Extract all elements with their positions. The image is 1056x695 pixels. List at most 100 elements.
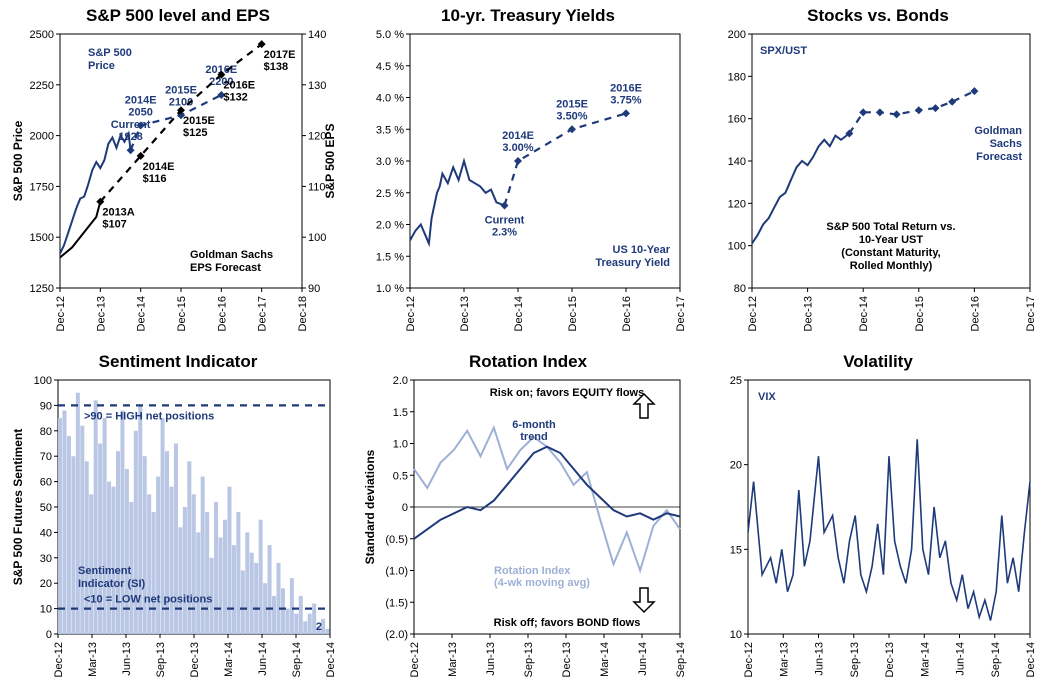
svg-text:Dec-18: Dec-18 [297,296,309,331]
svg-text:S&P 500 Price: S&P 500 Price [11,120,25,201]
svg-text:(2.0): (2.0) [385,629,408,641]
svg-text:Sep-14: Sep-14 [675,642,687,677]
svg-text:3.00%: 3.00% [502,142,533,154]
svg-text:Dec-14: Dec-14 [858,296,870,331]
svg-text:Treasury Yield: Treasury Yield [595,257,670,269]
svg-text:1.5: 1.5 [393,407,408,419]
svg-text:50: 50 [40,502,52,514]
svg-text:S&P 500 Futures Sentiment: S&P 500 Futures Sentiment [11,429,25,586]
svg-text:Sentiment: Sentiment [78,565,132,577]
svg-text:Dec-13: Dec-13 [189,642,201,677]
svg-text:Mar-13: Mar-13 [778,642,790,677]
svg-text:S&P 500 Total Return vs.: S&P 500 Total Return vs. [826,221,955,233]
svg-text:10: 10 [730,629,742,641]
svg-text:5.0 %: 5.0 % [376,29,404,41]
svg-text:(Constant Maturity,: (Constant Maturity, [841,247,940,259]
svg-text:2500: 2500 [30,29,54,41]
svg-text:Mar-14: Mar-14 [223,642,235,677]
svg-text:100: 100 [34,375,52,387]
title-2: 10-yr. Treasury Yields [358,6,698,26]
svg-text:EPS Forecast: EPS Forecast [190,262,261,274]
svg-text:1250: 1250 [30,283,54,295]
svg-text:200: 200 [728,29,746,41]
svg-text:2016E: 2016E [223,80,255,92]
panel-rotation: Rotation Index (2.0)(1.5)(1.0)(0.5)00.51… [358,352,698,694]
svg-text:Price: Price [88,60,115,72]
svg-text:Dec-14: Dec-14 [513,296,525,331]
svg-text:$125: $125 [183,127,207,139]
svg-text:$138: $138 [264,61,288,73]
svg-text:$107: $107 [102,219,126,231]
svg-text:160: 160 [728,114,746,126]
svg-text:Dec-13: Dec-13 [459,296,471,331]
svg-text:10-Year UST: 10-Year UST [859,234,923,246]
svg-text:20: 20 [730,460,742,472]
svg-text:3.50%: 3.50% [556,110,587,122]
panel-volatility: Volatility 10152025Dec-12Mar-13Jun-13Sep… [708,352,1048,694]
svg-text:10: 10 [40,604,52,616]
svg-text:2014E: 2014E [143,161,175,173]
svg-text:40: 40 [40,527,52,539]
svg-text:1.0: 1.0 [393,439,408,451]
svg-text:2017E: 2017E [264,49,296,61]
panel-stocks-bonds: Stocks vs. Bonds 80100120140160180200Dec… [708,6,1048,348]
svg-text:Current: Current [111,119,151,131]
svg-text:100: 100 [728,241,746,253]
svg-text:Dec-13: Dec-13 [803,296,815,331]
svg-text:2015E: 2015E [556,98,588,110]
svg-text:Dec-16: Dec-16 [621,296,633,331]
svg-text:2: 2 [316,621,322,633]
svg-text:trend: trend [520,431,548,443]
svg-text:4.5 %: 4.5 % [376,61,404,73]
svg-text:$116: $116 [143,173,167,185]
title-5: Rotation Index [358,352,698,372]
svg-text:2015E: 2015E [183,115,215,127]
svg-text:Dec-12: Dec-12 [743,642,755,677]
svg-text:Dec-14: Dec-14 [325,642,337,677]
svg-text:Sep-14: Sep-14 [990,642,1002,677]
svg-text:4.0 %: 4.0 % [376,93,404,105]
svg-text:3.0 %: 3.0 % [376,156,404,168]
svg-text:130: 130 [308,80,326,92]
svg-text:>90 = HIGH net positions: >90 = HIGH net positions [84,410,214,422]
svg-text:Jun-14: Jun-14 [257,642,269,676]
svg-text:Dec-17: Dec-17 [1025,296,1037,331]
svg-text:$132: $132 [223,92,247,104]
svg-text:6-month: 6-month [512,419,556,431]
svg-text:Forecast: Forecast [976,151,1022,163]
svg-text:Dec-15: Dec-15 [176,296,188,331]
svg-text:20: 20 [40,578,52,590]
svg-text:100: 100 [308,232,326,244]
svg-text:30: 30 [40,553,52,565]
svg-text:0.5: 0.5 [393,470,408,482]
svg-text:1750: 1750 [30,181,54,193]
svg-text:70: 70 [40,451,52,463]
svg-text:15: 15 [730,544,742,556]
svg-text:SPX/UST: SPX/UST [760,45,807,57]
svg-text:Dec-14: Dec-14 [1025,642,1037,677]
panel-sp500-eps: S&P 500 level and EPS 125015001750200022… [8,6,348,348]
svg-text:2.5 %: 2.5 % [376,188,404,200]
svg-text:2250: 2250 [30,80,54,92]
svg-text:Jun-14: Jun-14 [955,642,967,676]
svg-text:Rotation Index: Rotation Index [494,565,571,577]
svg-text:(1.0): (1.0) [385,566,408,578]
svg-text:2.0: 2.0 [393,375,408,387]
svg-text:Jun-13: Jun-13 [485,642,497,676]
svg-text:Dec-13: Dec-13 [95,296,107,331]
svg-text:25: 25 [730,375,742,387]
svg-text:Dec-16: Dec-16 [216,296,228,331]
svg-text:90: 90 [40,400,52,412]
svg-text:2000: 2000 [30,131,54,143]
svg-text:(1.5): (1.5) [385,597,408,609]
svg-text:S&P 500: S&P 500 [88,47,132,59]
svg-text:140: 140 [308,29,326,41]
svg-text:Mar-14: Mar-14 [919,642,931,677]
svg-text:3.75%: 3.75% [610,94,641,106]
svg-text:2.3%: 2.3% [492,226,517,238]
svg-text:Mar-14: Mar-14 [599,642,611,677]
svg-text:<10 = LOW net positions: <10 = LOW net positions [84,594,212,606]
svg-text:Sep-13: Sep-13 [849,642,861,677]
svg-text:Jun-13: Jun-13 [814,642,826,676]
svg-text:80: 80 [40,426,52,438]
